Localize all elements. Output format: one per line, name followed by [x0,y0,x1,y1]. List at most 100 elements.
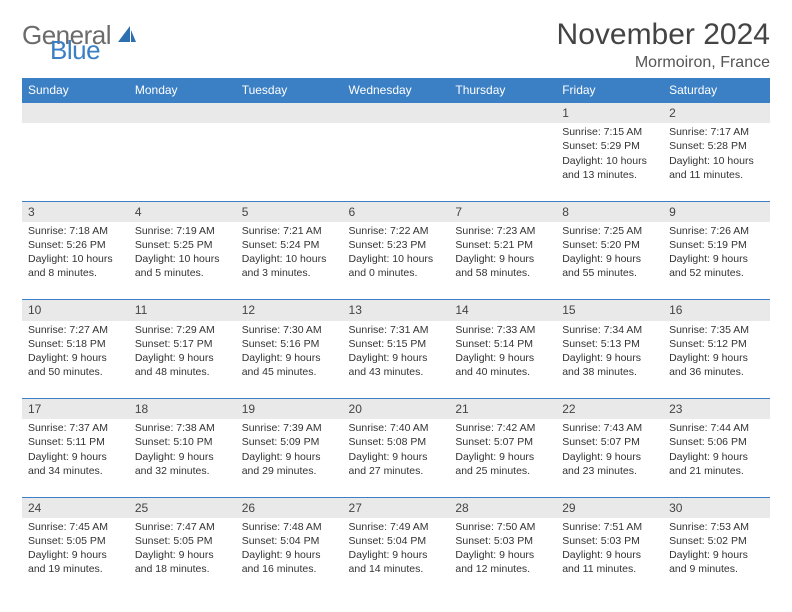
week-row: Sunrise: 7:45 AMSunset: 5:05 PMDaylight:… [22,518,770,596]
day-number: 7 [449,202,556,222]
sunset-text: Sunset: 5:03 PM [455,534,550,548]
sunset-text: Sunset: 5:26 PM [28,238,123,252]
day-cell: Sunrise: 7:43 AMSunset: 5:07 PMDaylight:… [556,419,663,482]
day-number: 11 [129,300,236,320]
day-cell: Sunrise: 7:25 AMSunset: 5:20 PMDaylight:… [556,222,663,285]
daylight-text: Daylight: 9 hours [562,252,657,266]
daylight-text: Daylight: 10 hours [28,252,123,266]
day-number: 12 [236,300,343,320]
sunset-text: Sunset: 5:16 PM [242,337,337,351]
day-cell: Sunrise: 7:35 AMSunset: 5:12 PMDaylight:… [663,321,770,384]
week-row: Sunrise: 7:27 AMSunset: 5:18 PMDaylight:… [22,321,770,399]
sunset-text: Sunset: 5:17 PM [135,337,230,351]
day-number: 5 [236,202,343,222]
daylight-text: and 52 minutes. [669,266,764,280]
daylight-text: and 55 minutes. [562,266,657,280]
day-number: 26 [236,498,343,518]
sunrise-text: Sunrise: 7:31 AM [349,323,444,337]
header: General Blue November 2024 Mormoiron, Fr… [22,18,770,72]
daylight-text: and 11 minutes. [562,562,657,576]
daylight-text: and 38 minutes. [562,365,657,379]
day-number: 24 [22,498,129,518]
daylight-text: and 25 minutes. [455,464,550,478]
daylight-text: and 34 minutes. [28,464,123,478]
day-number: 20 [343,399,450,419]
day-cell: Sunrise: 7:48 AMSunset: 5:04 PMDaylight:… [236,518,343,581]
daylight-text: and 19 minutes. [28,562,123,576]
sunrise-text: Sunrise: 7:30 AM [242,323,337,337]
day-cell: Sunrise: 7:53 AMSunset: 5:02 PMDaylight:… [663,518,770,581]
weekday-header-row: Sunday Monday Tuesday Wednesday Thursday… [22,78,770,103]
daylight-text: Daylight: 9 hours [669,450,764,464]
day-number: 17 [22,399,129,419]
daylight-text: Daylight: 9 hours [28,351,123,365]
sunrise-text: Sunrise: 7:27 AM [28,323,123,337]
daylight-text: Daylight: 9 hours [135,450,230,464]
sunrise-text: Sunrise: 7:26 AM [669,224,764,238]
daylight-text: and 48 minutes. [135,365,230,379]
daynum-row: 24252627282930 [22,497,770,518]
daylight-text: and 18 minutes. [135,562,230,576]
day-cell: Sunrise: 7:51 AMSunset: 5:03 PMDaylight:… [556,518,663,581]
daylight-text: Daylight: 9 hours [242,450,337,464]
sunset-text: Sunset: 5:06 PM [669,435,764,449]
sunrise-text: Sunrise: 7:21 AM [242,224,337,238]
daylight-text: Daylight: 9 hours [562,548,657,562]
day-number: 13 [343,300,450,320]
daylight-text: and 5 minutes. [135,266,230,280]
daylight-text: and 40 minutes. [455,365,550,379]
week-row: Sunrise: 7:18 AMSunset: 5:26 PMDaylight:… [22,222,770,300]
daylight-text: and 13 minutes. [562,168,657,182]
sunset-text: Sunset: 5:02 PM [669,534,764,548]
sunset-text: Sunset: 5:29 PM [562,139,657,153]
sunset-text: Sunset: 5:15 PM [349,337,444,351]
daynum-row: 3456789 [22,201,770,222]
sunrise-text: Sunrise: 7:18 AM [28,224,123,238]
sunset-text: Sunset: 5:08 PM [349,435,444,449]
day-number: 16 [663,300,770,320]
sunrise-text: Sunrise: 7:39 AM [242,421,337,435]
daylight-text: and 58 minutes. [455,266,550,280]
day-number: 15 [556,300,663,320]
daylight-text: Daylight: 9 hours [28,548,123,562]
day-cell: Sunrise: 7:29 AMSunset: 5:17 PMDaylight:… [129,321,236,384]
daylight-text: Daylight: 9 hours [669,351,764,365]
daylight-text: and 8 minutes. [28,266,123,280]
day-number: 23 [663,399,770,419]
daylight-text: and 3 minutes. [242,266,337,280]
sunrise-text: Sunrise: 7:34 AM [562,323,657,337]
daylight-text: Daylight: 10 hours [135,252,230,266]
sunrise-text: Sunrise: 7:48 AM [242,520,337,534]
sunset-text: Sunset: 5:14 PM [455,337,550,351]
sunrise-text: Sunrise: 7:38 AM [135,421,230,435]
daylight-text: Daylight: 9 hours [455,548,550,562]
day-cell: Sunrise: 7:26 AMSunset: 5:19 PMDaylight:… [663,222,770,285]
sunset-text: Sunset: 5:07 PM [455,435,550,449]
day-cell: Sunrise: 7:21 AMSunset: 5:24 PMDaylight:… [236,222,343,285]
day-cell: Sunrise: 7:49 AMSunset: 5:04 PMDaylight:… [343,518,450,581]
title-block: November 2024 Mormoiron, France [557,18,770,72]
daylight-text: and 16 minutes. [242,562,337,576]
day-number: 25 [129,498,236,518]
daylight-text: and 0 minutes. [349,266,444,280]
daylight-text: Daylight: 10 hours [242,252,337,266]
sunset-text: Sunset: 5:05 PM [135,534,230,548]
sunrise-text: Sunrise: 7:40 AM [349,421,444,435]
sunset-text: Sunset: 5:09 PM [242,435,337,449]
sunset-text: Sunset: 5:03 PM [562,534,657,548]
sunset-text: Sunset: 5:04 PM [242,534,337,548]
brand-part2: Blue [50,39,137,61]
sunrise-text: Sunrise: 7:47 AM [135,520,230,534]
sunrise-text: Sunrise: 7:19 AM [135,224,230,238]
day-number: 21 [449,399,556,419]
daylight-text: and 23 minutes. [562,464,657,478]
day-cell: Sunrise: 7:18 AMSunset: 5:26 PMDaylight:… [22,222,129,285]
sunset-text: Sunset: 5:12 PM [669,337,764,351]
day-number: 22 [556,399,663,419]
sunset-text: Sunset: 5:13 PM [562,337,657,351]
sunset-text: Sunset: 5:25 PM [135,238,230,252]
day-cell: Sunrise: 7:40 AMSunset: 5:08 PMDaylight:… [343,419,450,482]
day-number: 28 [449,498,556,518]
daylight-text: and 32 minutes. [135,464,230,478]
daynum-row: 12 [22,103,770,124]
